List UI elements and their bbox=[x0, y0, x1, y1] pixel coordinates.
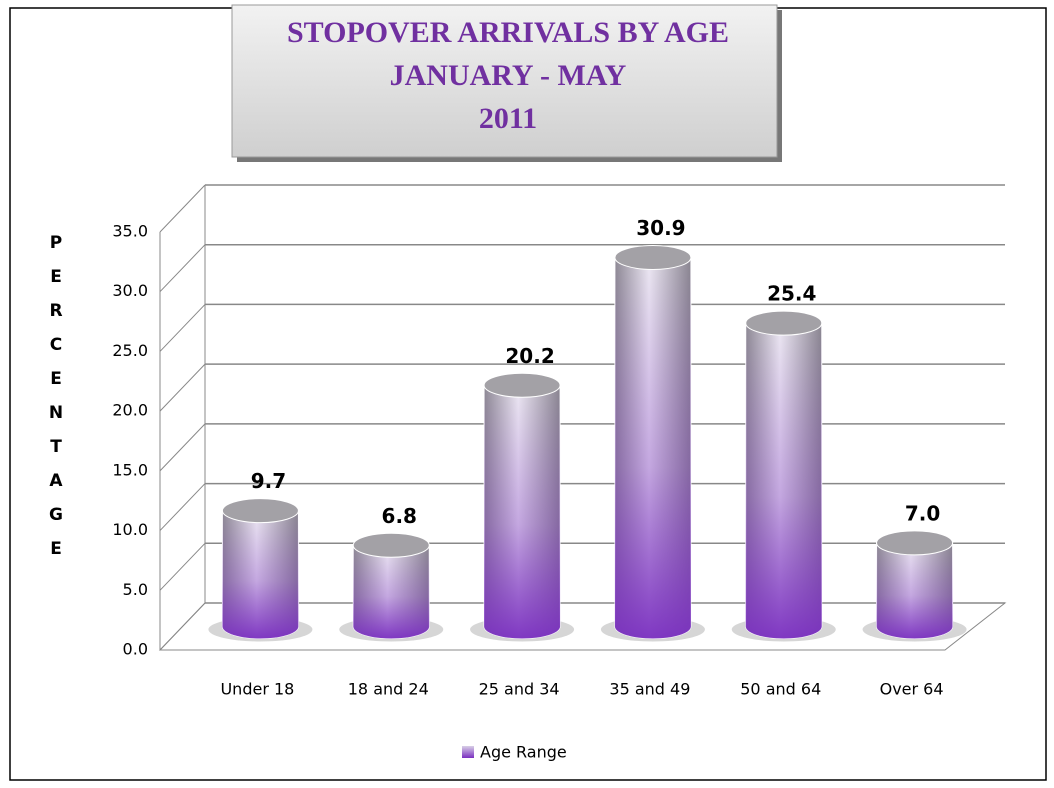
bar-top bbox=[876, 530, 954, 556]
grid-line bbox=[159, 602, 206, 651]
grid-line bbox=[159, 423, 206, 472]
x-tick-label: Over 64 bbox=[880, 680, 944, 699]
y-tick-label: 25.0 bbox=[112, 341, 148, 360]
y-tick-label: 15.0 bbox=[112, 460, 148, 479]
y-tick-label: 10.0 bbox=[112, 520, 148, 539]
x-tick-label: 50 and 64 bbox=[740, 680, 821, 699]
x-tick-label: Under 18 bbox=[220, 680, 294, 699]
bar-shade bbox=[876, 542, 953, 639]
data-label: 30.9 bbox=[636, 216, 685, 240]
chart-title: 2011 bbox=[479, 102, 537, 135]
bar-shade bbox=[222, 510, 299, 639]
x-tick-label: 25 and 34 bbox=[479, 680, 560, 699]
bar-shade bbox=[353, 545, 430, 639]
grid-line bbox=[159, 304, 206, 352]
data-label: 20.2 bbox=[505, 344, 554, 368]
bar-shade bbox=[484, 385, 561, 639]
y-tick-label: 20.0 bbox=[112, 401, 148, 420]
y-tick-label: 30.0 bbox=[112, 281, 148, 300]
y-tick-label: 35.0 bbox=[112, 222, 148, 241]
bar-top bbox=[614, 244, 692, 270]
data-label: 9.7 bbox=[251, 469, 286, 493]
bar-top bbox=[483, 372, 561, 398]
grid-line bbox=[159, 184, 206, 233]
bar-top bbox=[745, 310, 823, 336]
bar-shade bbox=[745, 323, 822, 639]
x-tick-label: 18 and 24 bbox=[348, 680, 429, 699]
y-tick-label: 5.0 bbox=[123, 580, 148, 599]
data-label: 25.4 bbox=[767, 282, 816, 306]
grid-line bbox=[159, 244, 206, 293]
legend-swatch bbox=[462, 746, 474, 758]
bar-top bbox=[221, 498, 299, 524]
grid-line bbox=[159, 363, 206, 412]
chart-title: JANUARY - MAY bbox=[390, 59, 627, 92]
y-tick-label: 0.0 bbox=[123, 640, 148, 659]
bar-top bbox=[352, 532, 430, 558]
chart-title: STOPOVER ARRIVALS BY AGE bbox=[287, 16, 729, 49]
plot-area bbox=[158, 184, 1007, 651]
bar-shade bbox=[614, 257, 691, 639]
legend-label: Age Range bbox=[480, 743, 567, 762]
title-box bbox=[231, 4, 778, 158]
data-label: 6.8 bbox=[382, 504, 417, 528]
data-label: 7.0 bbox=[905, 501, 940, 525]
grid-line bbox=[159, 483, 206, 531]
x-tick-label: 35 and 49 bbox=[609, 680, 690, 699]
grid-line bbox=[159, 542, 206, 591]
